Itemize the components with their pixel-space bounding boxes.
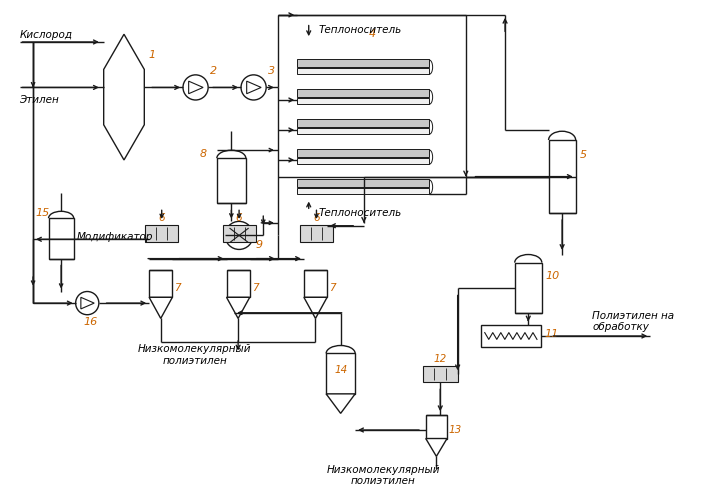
Bar (326, 354, 355, 394)
Text: 3: 3 (268, 66, 275, 76)
Text: 10: 10 (546, 271, 560, 280)
Polygon shape (149, 298, 173, 319)
Bar (149, 270, 173, 298)
Bar (297, 188, 429, 195)
Bar (297, 90, 429, 98)
Text: Модификатор: Модификатор (77, 231, 153, 242)
Bar (297, 158, 429, 165)
Bar (223, 226, 255, 242)
Text: 11: 11 (545, 328, 559, 338)
Bar (226, 270, 249, 298)
Text: 7: 7 (252, 282, 258, 292)
Bar (300, 226, 333, 242)
Bar (297, 98, 429, 105)
Text: Теплоноситель: Теплоноситель (319, 208, 402, 218)
Text: Этилен: Этилен (19, 95, 59, 105)
Text: 7: 7 (329, 282, 336, 292)
Text: 6: 6 (313, 212, 320, 223)
Text: 2: 2 (210, 66, 217, 76)
Text: Низкомолекулярный
полиэтилен: Низкомолекулярный полиэтилен (138, 344, 252, 365)
Text: Теплоноситель: Теплоноситель (319, 25, 402, 35)
Bar (297, 180, 429, 188)
Text: 6: 6 (158, 212, 165, 223)
Text: 6: 6 (236, 212, 242, 223)
Text: 14: 14 (334, 364, 347, 374)
Bar (145, 226, 178, 242)
Text: 7: 7 (174, 282, 181, 292)
Text: Полиэтилен на
обработку: Полиэтилен на обработку (592, 310, 674, 332)
Text: 8: 8 (199, 149, 206, 159)
Text: 16: 16 (83, 317, 98, 327)
Text: Кислород: Кислород (19, 30, 73, 40)
Text: 12: 12 (434, 353, 447, 363)
Bar (304, 270, 327, 298)
Polygon shape (426, 439, 447, 456)
Bar (549, 141, 576, 214)
Bar (297, 150, 429, 158)
Text: 13: 13 (449, 424, 462, 434)
Bar (423, 366, 458, 383)
Polygon shape (326, 394, 355, 413)
Text: 1: 1 (148, 50, 155, 60)
Polygon shape (304, 298, 327, 319)
Bar (49, 219, 74, 259)
Text: 9: 9 (255, 239, 262, 249)
Bar (515, 263, 542, 313)
Polygon shape (226, 298, 249, 319)
Bar (297, 68, 429, 75)
Text: 15: 15 (35, 208, 50, 217)
Bar (217, 159, 246, 204)
Text: 4: 4 (369, 29, 375, 39)
Bar (426, 415, 447, 439)
Text: Низкомолекулярный
полиэтилен: Низкомолекулярный полиэтилен (326, 464, 440, 484)
Bar (297, 120, 429, 128)
Text: 5: 5 (580, 150, 587, 160)
Bar (481, 326, 541, 347)
Bar (297, 60, 429, 68)
Bar (297, 128, 429, 135)
